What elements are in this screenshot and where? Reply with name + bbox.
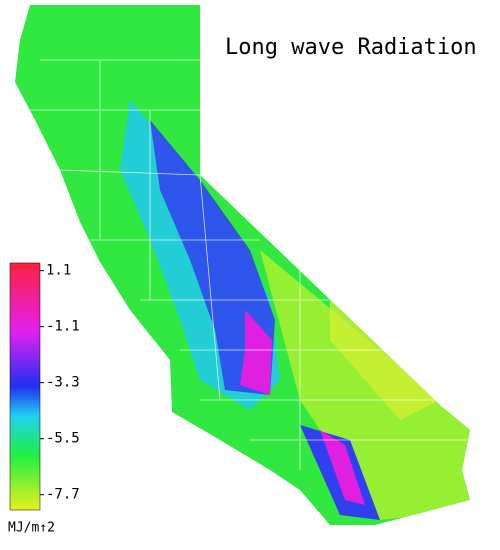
colorbar-tick-label: -1.1 xyxy=(46,319,80,335)
colorbar-tick-label: -5.5 xyxy=(46,431,80,447)
colorbar-ticks: 1.1 -1.1 -3.3 -5.5 -7.7 xyxy=(40,263,80,503)
colorbar xyxy=(9,262,41,511)
colorbar-unit: MJ/m↑2 xyxy=(8,521,55,536)
colorbar-tick-label: -7.7 xyxy=(46,487,80,503)
colorbar-tick-label: 1.1 xyxy=(46,263,71,279)
map-title: Long wave Radiation xyxy=(225,35,477,60)
colorbar-tick-label: -3.3 xyxy=(46,375,80,391)
